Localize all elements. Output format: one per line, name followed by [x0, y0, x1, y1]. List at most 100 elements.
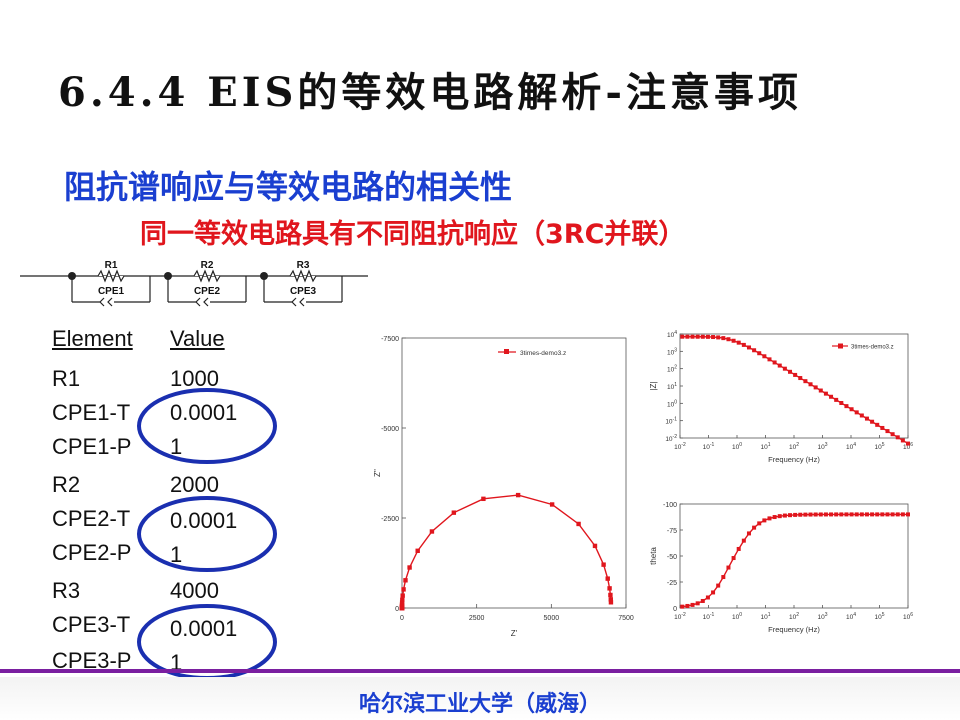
x-tick-label: 103 — [817, 612, 827, 621]
y-tick-label: 104 — [667, 330, 677, 339]
y-tick-label: 10-2 — [665, 434, 677, 443]
data-point — [906, 512, 910, 517]
data-point — [777, 363, 782, 368]
data-point — [608, 600, 614, 605]
data-point — [875, 512, 880, 517]
data-point — [746, 531, 751, 536]
data-point — [788, 513, 793, 518]
data-point — [880, 512, 885, 517]
data-point — [690, 602, 695, 607]
data-point — [741, 538, 746, 543]
data-point — [762, 354, 767, 359]
y-tick-label: 10-1 — [665, 417, 677, 426]
x-tick-label: 104 — [846, 442, 856, 451]
cpe2-label: CPE2 — [194, 286, 221, 297]
table-row-value: 0.0001 — [170, 508, 238, 533]
slide-title: 6.4.4 EIS的等效电路解析-注意事项 — [58, 69, 802, 116]
table-row-element: CPE1-P — [52, 434, 132, 459]
x-tick-label: 0 — [400, 615, 404, 622]
equivalent-circuit-diagram: R1 R2 R3 CPE1 CPE2 CPE3 — [20, 260, 368, 307]
data-point — [900, 438, 905, 443]
data-point — [803, 379, 808, 384]
x-tick-label: 104 — [846, 612, 856, 621]
data-point — [721, 336, 726, 341]
r2-label: R2 — [201, 260, 214, 271]
y-tick-label: -5000 — [381, 426, 399, 433]
footer-institution: 哈尔滨工业大学（威海） — [358, 692, 601, 717]
data-point — [685, 603, 690, 608]
cpe1-symbol — [99, 297, 113, 307]
footer-divider — [0, 669, 960, 673]
data-point — [772, 360, 777, 365]
data-point — [813, 385, 818, 390]
cpe3-symbol — [291, 297, 305, 307]
footer-background — [0, 677, 960, 720]
node-dot — [68, 272, 76, 280]
data-point — [803, 512, 808, 517]
data-point — [608, 597, 613, 602]
x-tick-label: 105 — [874, 442, 884, 451]
x-axis-label: Z' — [511, 629, 518, 638]
data-point — [880, 425, 885, 430]
x-axis-label: Frequency (Hz) — [768, 455, 820, 464]
data-point — [854, 410, 859, 415]
data-point — [731, 556, 736, 561]
data-point — [690, 334, 695, 339]
table-row-value: 1 — [170, 434, 183, 459]
data-point — [870, 512, 875, 517]
data-point — [844, 404, 849, 409]
data-point — [700, 598, 705, 603]
data-point — [721, 575, 726, 580]
y-tick-label: -2500 — [381, 516, 399, 523]
data-point — [705, 595, 710, 600]
data-point — [890, 512, 895, 517]
data-point — [757, 521, 762, 526]
y-tick-label: 100 — [667, 399, 677, 408]
data-point — [549, 502, 555, 507]
x-tick-label: 10-1 — [703, 612, 715, 621]
table-row-element: R2 — [52, 472, 81, 497]
data-point — [772, 515, 777, 520]
data-point — [746, 345, 751, 350]
data-point — [716, 583, 721, 588]
table-row-value: 1000 — [170, 366, 219, 391]
data-point — [736, 546, 741, 551]
table-header-element: Element — [52, 326, 133, 351]
x-tick-label: 7500 — [618, 615, 634, 622]
data-point — [451, 510, 457, 515]
cpe3-label: CPE3 — [290, 286, 317, 297]
x-tick-label: 105 — [874, 612, 884, 621]
subtitle-blue: 阻抗谱响应与等效电路的相关性 — [64, 168, 513, 206]
data-point — [818, 512, 823, 517]
y-tick-label: 101 — [667, 382, 677, 391]
y-tick-label: 0 — [673, 606, 677, 613]
data-point — [757, 351, 762, 356]
data-point — [782, 513, 787, 518]
legend-label: 3times-demo3.z — [520, 350, 566, 357]
y-tick-label: 103 — [667, 347, 677, 356]
table-row-element: CPE2-P — [52, 540, 132, 565]
data-point — [726, 565, 731, 570]
subtitle-red: 同一等效电路具有不同阻抗响应（3RC并联） — [140, 219, 686, 250]
data-point — [695, 334, 700, 339]
data-point — [895, 512, 900, 517]
x-tick-label: 106 — [903, 442, 913, 451]
y-tick-label: -50 — [667, 554, 677, 561]
data-point — [864, 416, 869, 421]
r1-label: R1 — [105, 260, 118, 271]
table-row-value: 2000 — [170, 472, 219, 497]
data-point — [875, 422, 880, 427]
data-point — [515, 492, 521, 498]
table-row-value: 4000 — [170, 578, 219, 603]
table-row-element: CPE2-T — [52, 506, 131, 531]
data-point — [711, 335, 716, 340]
data-point — [601, 562, 606, 567]
data-point — [798, 512, 803, 517]
table-row-element: CPE3-T — [52, 612, 131, 637]
data-point — [788, 369, 793, 374]
data-point — [854, 512, 859, 517]
cpe2-symbol — [195, 297, 209, 307]
cpe1-label: CPE1 — [98, 286, 125, 297]
data-point — [839, 512, 844, 517]
table-row-value: 1 — [170, 542, 183, 567]
